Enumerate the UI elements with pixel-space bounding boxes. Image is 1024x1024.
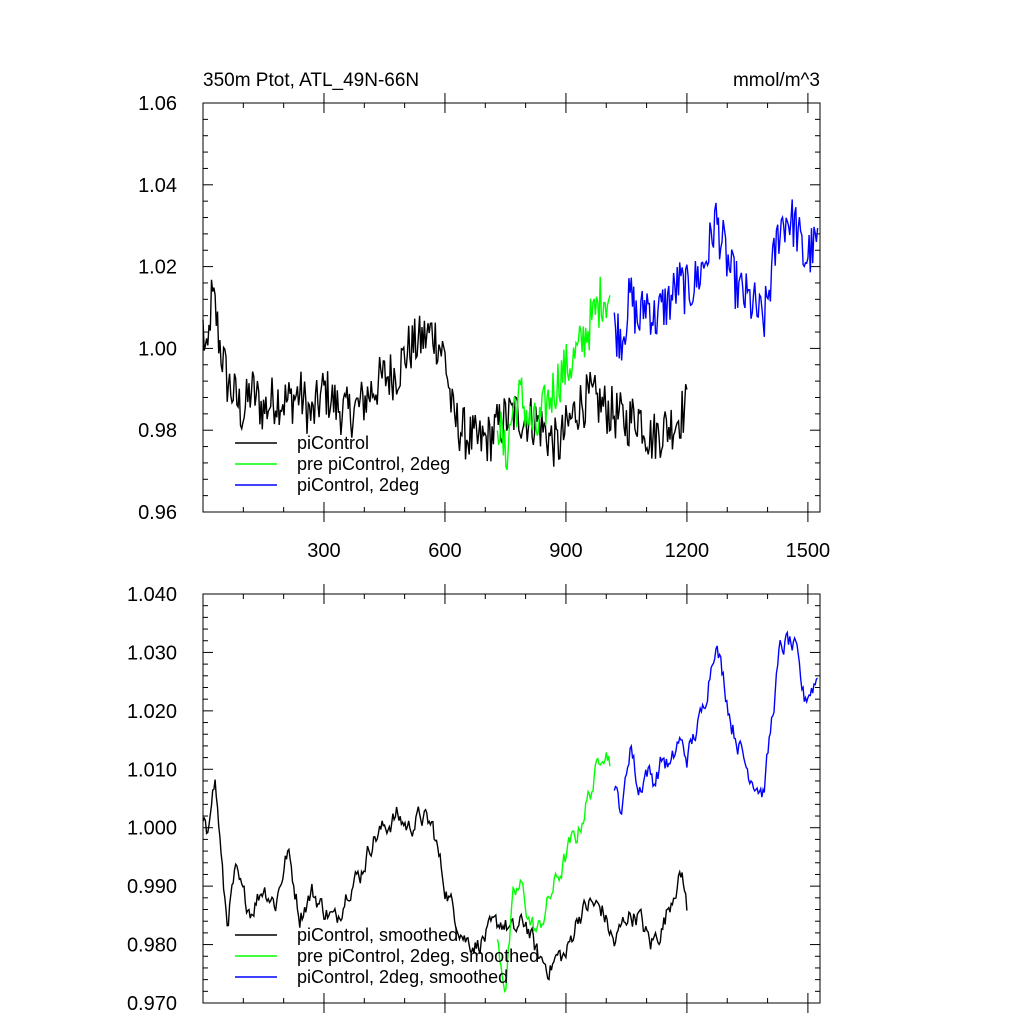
y-tick-label: 1.040 (127, 584, 177, 606)
x-tick-label: 1500 (786, 540, 831, 562)
legend-label: piControl (297, 433, 369, 453)
y-tick-label: 1.000 (127, 818, 177, 840)
y-tick-label: 1.04 (138, 175, 177, 197)
series-line-2 (496, 752, 611, 994)
series-line-3 (613, 199, 819, 361)
y-tick-label: 1.00 (138, 338, 177, 360)
y-tick-label: 1.010 (127, 759, 177, 781)
y-tick-label: 1.020 (127, 701, 177, 723)
legend-label: piControl, smoothed (297, 925, 458, 945)
legend-label: piControl, 2deg (297, 475, 419, 495)
y-tick-label: 0.990 (127, 876, 177, 898)
y-tick-label: 0.98 (138, 420, 177, 442)
series-line-3 (613, 630, 819, 816)
series-line-1 (202, 279, 688, 467)
series-line-2 (496, 276, 611, 471)
x-tick-label: 600 (428, 540, 461, 562)
legend-label: piControl, 2deg, smoothed (297, 967, 508, 987)
plot-frame (202, 593, 821, 1004)
y-tick-label: 1.06 (138, 93, 177, 115)
chart-title: 350m Ptot, ATL_49N-66N (203, 70, 419, 91)
y-tick-label: 1.030 (127, 642, 177, 664)
legend-label: pre piControl, 2deg (297, 454, 450, 474)
bottom-panel: 0.970 0.980 0.990 1.000 1.010 1.020 1.030 1.040… (127, 584, 821, 1015)
y-tick-label: 0.970 (127, 993, 177, 1015)
units-label: mmol/m^3 (733, 70, 820, 91)
x-tick-label: 900 (549, 540, 582, 562)
y-tick-label: 0.980 (127, 935, 177, 957)
series-line-1 (202, 779, 688, 981)
y-tick-label: 0.96 (138, 502, 177, 524)
legend-label: pre piControl, 2deg, smoothed (297, 946, 539, 966)
top-panel: 300 600 900 1200 1500 0.96 0.98 1.00 1.02 1.04 1.0… (138, 93, 830, 562)
plot-frame (202, 102, 821, 513)
y-tick-label: 1.02 (138, 257, 177, 279)
x-tick-label: 300 (307, 540, 340, 562)
x-tick-label: 1200 (665, 540, 710, 562)
